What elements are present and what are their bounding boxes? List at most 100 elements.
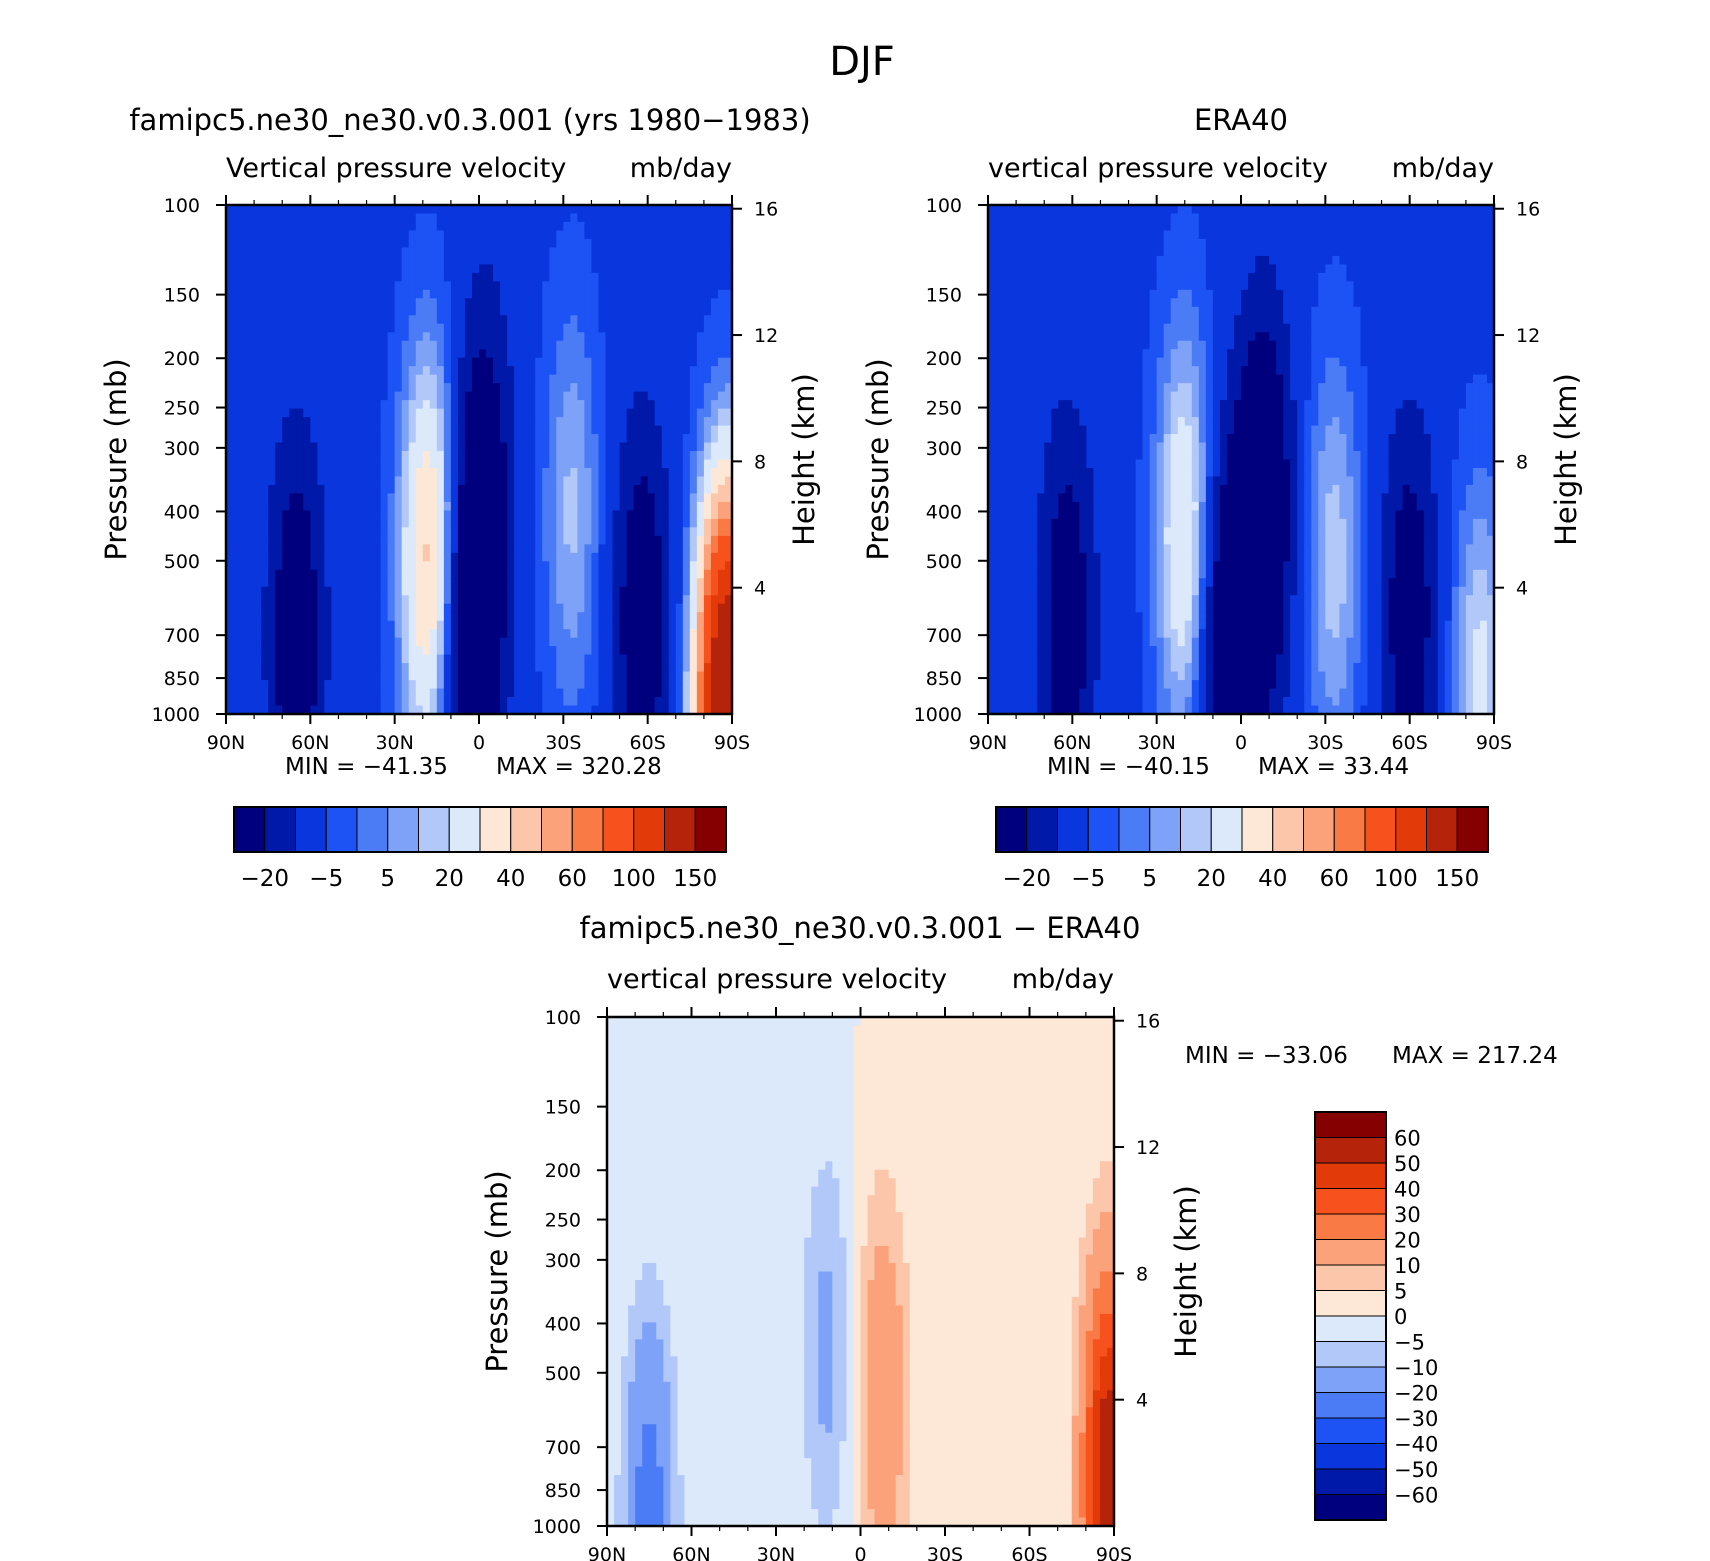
heatmap-cell <box>717 680 726 690</box>
heatmap-cell <box>366 586 375 596</box>
heatmap-cell <box>429 527 438 537</box>
heatmap-cell <box>696 535 705 545</box>
heatmap-cell <box>647 400 656 410</box>
heatmap-cell <box>394 289 403 299</box>
heatmap-cell <box>535 654 543 664</box>
heatmap-cell <box>345 510 354 520</box>
heatmap-cell <box>1002 332 1010 342</box>
heatmap-cell <box>1002 501 1010 511</box>
heatmap-cell <box>457 697 466 707</box>
heatmap-cell <box>493 569 501 579</box>
heatmap-cell <box>696 612 705 622</box>
heatmap-cell <box>1023 357 1031 367</box>
heatmap-cell <box>717 467 726 478</box>
heatmap-cell <box>577 340 586 350</box>
heatmap-cell <box>254 654 262 664</box>
heatmap-cell <box>338 697 347 707</box>
heatmap-cell <box>324 467 333 478</box>
heatmap-cell <box>233 383 241 393</box>
heatmap-cell <box>514 408 522 418</box>
heatmap-cell <box>682 349 691 359</box>
heatmap-cell <box>289 323 297 333</box>
heatmap-cell <box>401 552 410 562</box>
heatmap-cell <box>689 561 698 571</box>
heatmap-cell <box>619 238 628 249</box>
heatmap-cell <box>268 357 276 367</box>
heatmap-cell <box>226 425 234 435</box>
heatmap-cell <box>422 323 431 333</box>
heatmap-cell <box>500 442 508 452</box>
heatmap-cell <box>493 459 501 469</box>
panel-title: famipc5.ne30_ne30.v0.3.001 (yrs 1980−198… <box>129 103 810 137</box>
heatmap-cell <box>703 544 712 554</box>
heatmap-cell <box>1023 442 1031 452</box>
heatmap-cell <box>247 425 255 435</box>
heatmap-cell <box>612 230 621 240</box>
heatmap-cell <box>995 654 1003 664</box>
heatmap-cell <box>598 451 607 461</box>
heatmap-cell <box>584 323 593 333</box>
heatmap-cell <box>577 620 586 630</box>
heatmap-cell <box>380 493 389 503</box>
heatmap-cell <box>542 663 550 673</box>
heatmap-cell <box>282 561 290 571</box>
heatmap-cell <box>310 518 318 528</box>
heatmap-cell <box>268 637 276 647</box>
heatmap-cell <box>415 434 424 444</box>
heatmap-cell <box>226 442 234 452</box>
heatmap-cell <box>387 705 396 715</box>
heatmap-cell <box>682 671 691 681</box>
heatmap-cell <box>542 459 550 469</box>
heatmap-cell <box>507 374 515 384</box>
heatmap-cell <box>331 357 340 367</box>
heatmap-cell <box>556 646 564 656</box>
heatmap-cell <box>310 535 318 545</box>
heatmap-cell <box>682 306 691 316</box>
heatmap-cell <box>457 518 466 528</box>
heatmap-cell <box>352 272 361 282</box>
heatmap-cell <box>436 680 445 690</box>
heatmap-cell <box>710 425 719 435</box>
heatmap-cell <box>436 315 445 325</box>
heatmap-cell <box>324 391 333 401</box>
heatmap-cell <box>988 255 996 265</box>
heatmap-cell <box>296 247 304 257</box>
heatmap-cell <box>654 569 663 579</box>
heatmap-cell <box>261 374 269 384</box>
heatmap-cell <box>1044 281 1052 291</box>
heatmap-cell <box>724 620 733 630</box>
heatmap-cell <box>556 527 564 537</box>
heatmap-cell <box>542 646 550 656</box>
heatmap-cell <box>261 230 269 240</box>
heatmap-cell <box>401 298 410 308</box>
heatmap-cell <box>995 425 1003 435</box>
heatmap-cell <box>450 213 459 223</box>
heatmap-cell <box>317 442 325 452</box>
heatmap-cell <box>556 671 564 681</box>
heatmap-cell <box>535 680 543 690</box>
heatmap-cell <box>528 391 536 401</box>
heatmap-cell <box>584 544 593 554</box>
heatmap-cell <box>1002 213 1010 223</box>
heatmap-cell <box>549 408 557 418</box>
heatmap-cell <box>352 629 361 639</box>
heatmap-cell <box>577 552 586 562</box>
heatmap-cell <box>710 688 719 698</box>
heatmap-cell <box>605 272 614 282</box>
heatmap-cell <box>366 697 375 707</box>
heatmap-cell <box>436 527 445 537</box>
heatmap-cell <box>338 272 347 282</box>
page-title: DJF <box>829 39 895 85</box>
heatmap-cell <box>443 705 452 715</box>
heatmap-cell <box>387 255 396 265</box>
heatmap-cell <box>247 272 255 282</box>
heatmap-cell <box>429 697 438 707</box>
heatmap-cell <box>380 595 389 605</box>
heatmap-cell <box>275 255 283 265</box>
heatmap-cell <box>275 476 283 486</box>
heatmap-cell <box>563 425 571 435</box>
heatmap-cell <box>535 442 543 452</box>
heatmap-cell <box>654 476 663 486</box>
heatmap-cell <box>464 705 473 715</box>
heatmap-cell <box>450 323 459 333</box>
